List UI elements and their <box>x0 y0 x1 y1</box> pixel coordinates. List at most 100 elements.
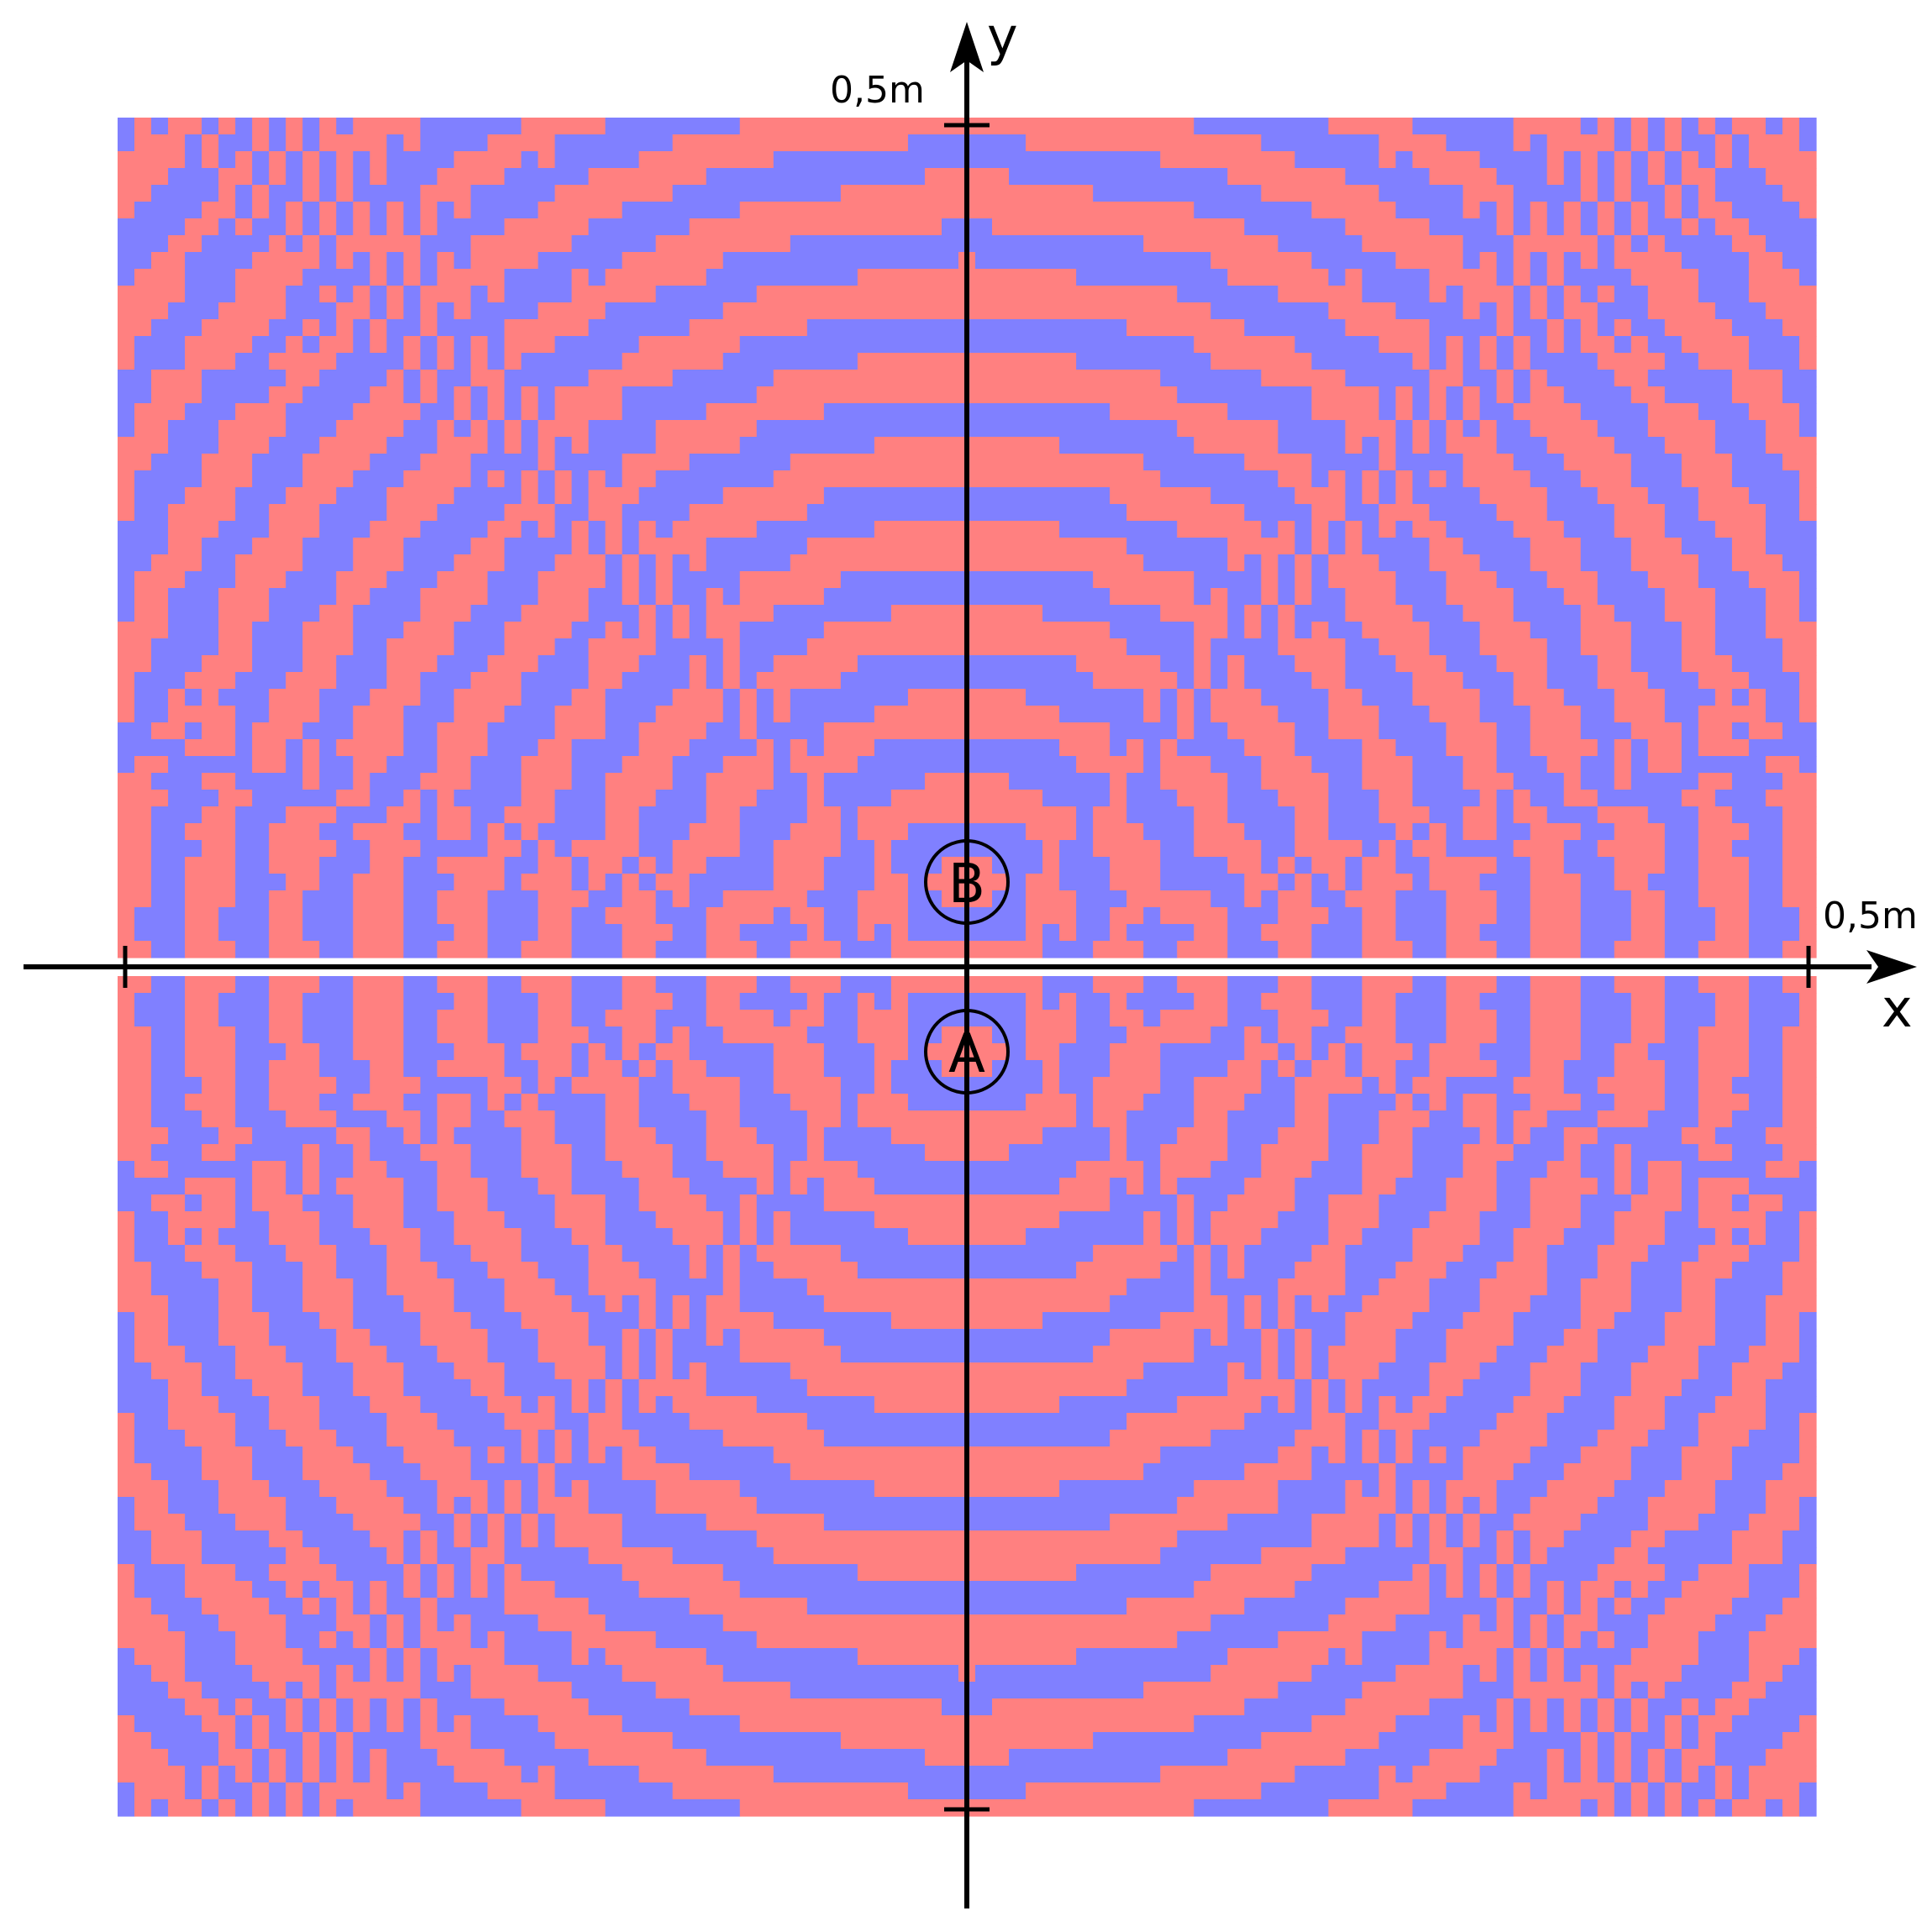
pattern-cell-run <box>1429 286 1447 303</box>
pattern-cell-run <box>1429 554 1481 572</box>
pattern-cell-run <box>554 151 640 169</box>
pattern-cell-run <box>1429 218 1498 236</box>
pattern-cell-run <box>1496 1026 1531 1044</box>
pattern-cell-run <box>319 1698 337 1716</box>
pattern-cell-run <box>403 823 438 841</box>
pattern-cell-run <box>874 1043 909 1061</box>
pattern-cell-run <box>773 689 791 706</box>
pattern-cell-run <box>1748 571 1800 589</box>
pattern-cell-run <box>1731 1077 1783 1095</box>
pattern-cell-run <box>1614 1766 1632 1783</box>
pattern-cell-run <box>722 1262 741 1279</box>
pattern-cell-run <box>1278 470 1313 488</box>
pattern-cell-run <box>1530 336 1548 354</box>
pattern-cell-run <box>1698 739 1750 757</box>
pattern-cell-run <box>353 1278 387 1296</box>
pattern-cell-run <box>1311 1379 1330 1397</box>
pattern-cell-run <box>1513 1530 1531 1548</box>
pattern-cell-run <box>1294 151 1380 169</box>
pattern-cell-run <box>302 1530 370 1548</box>
pattern-cell-run <box>1597 588 1666 606</box>
pattern-cell-run <box>151 722 186 740</box>
pattern-cell-run <box>790 689 909 706</box>
pattern-cell-run <box>118 1782 135 1800</box>
pattern-cell-run <box>907 1026 942 1044</box>
x-tick-label: 0,5m <box>1823 895 1918 937</box>
pattern-cell-run <box>638 1581 741 1599</box>
pattern-cell-run <box>1563 319 1582 337</box>
pattern-cell-run <box>588 1648 606 1666</box>
pattern-cell-run <box>235 1026 270 1044</box>
pattern-cell-run <box>1446 1514 1464 1531</box>
pattern-cell-run <box>336 1682 421 1699</box>
pattern-cell-run <box>1446 437 1498 454</box>
pattern-cell-run <box>1530 907 1582 925</box>
pattern-cell-run <box>1412 1161 1464 1179</box>
pattern-cell-run <box>1311 1026 1347 1044</box>
pattern-cell-run <box>1798 353 1817 370</box>
pattern-cell-run <box>1748 1782 1800 1800</box>
pattern-cell-run <box>319 773 354 790</box>
pattern-cell-run <box>1546 672 1599 690</box>
pattern-cell-run <box>1311 756 1363 774</box>
pattern-cell-run <box>1362 924 1397 942</box>
pattern-cell-run <box>1446 823 1464 841</box>
pattern-cell-run <box>739 1077 774 1095</box>
pattern-cell-run <box>1210 890 1245 908</box>
pattern-cell-run <box>1563 1648 1632 1666</box>
pattern-cell-run <box>1614 1043 1649 1061</box>
pattern-cell-run <box>269 151 286 169</box>
pattern-cell-run <box>605 521 623 538</box>
pattern-cell-run <box>622 538 640 555</box>
pattern-cell-run <box>487 1010 539 1027</box>
pattern-cell-run <box>1143 454 1245 471</box>
pattern-cell-run <box>1177 1211 1194 1229</box>
pattern-cell-run <box>403 1497 438 1515</box>
pattern-cell-run <box>655 605 674 622</box>
pattern-cell-run <box>1731 1715 1800 1733</box>
pattern-cell-run <box>1714 1799 1733 1817</box>
pattern-cell-run <box>118 1766 186 1783</box>
pattern-cell-run <box>403 1530 421 1548</box>
pattern-cell-run <box>1798 1715 1817 1733</box>
pattern-cell-run <box>1698 823 1750 841</box>
pattern-cell-run <box>504 1564 522 1582</box>
pattern-cell-run <box>1362 538 1431 555</box>
pattern-cell-run <box>454 638 506 656</box>
pattern-cell-run <box>1513 302 1531 320</box>
pattern-cell-run <box>487 286 506 303</box>
pattern-cell-run <box>1479 1295 1531 1313</box>
pattern-cell-run <box>1782 1194 1817 1212</box>
pattern-cell-run <box>1698 1648 1750 1666</box>
pattern-cell-run <box>1278 1026 1313 1044</box>
pattern-cell-run <box>286 202 303 219</box>
pattern-cell-run <box>504 1043 522 1061</box>
pattern-cell-run <box>1412 605 1464 622</box>
pattern-cell-run <box>118 1430 135 1447</box>
pattern-cell-run <box>252 1446 303 1464</box>
pattern-cell-run <box>1227 806 1295 824</box>
pattern-cell-run <box>571 1480 590 1498</box>
pattern-cell-run <box>1798 1010 1817 1027</box>
pattern-cell-run <box>722 1329 741 1347</box>
pattern-cell-run <box>1681 252 1750 270</box>
pattern-cell-run <box>521 976 573 994</box>
pattern-cell-run <box>1731 370 1783 387</box>
pattern-cell-run <box>386 336 404 354</box>
pattern-cell-run <box>504 218 590 236</box>
pattern-cell-run <box>1530 622 1582 639</box>
pattern-cell-run <box>1513 672 1548 690</box>
pattern-cell-run <box>1462 235 1515 253</box>
pattern-cell-run <box>118 1329 135 1347</box>
pattern-cell-run <box>1076 924 1110 942</box>
pattern-cell-run <box>554 1766 640 1783</box>
pattern-cell-run <box>992 218 1245 236</box>
pattern-cell-run <box>773 1228 791 1246</box>
pattern-cell-run <box>554 504 590 522</box>
pattern-cell-run <box>554 1446 573 1464</box>
pattern-cell-run <box>571 857 590 874</box>
pattern-cell-run <box>1244 504 1313 522</box>
pattern-cell-run <box>1429 504 1498 522</box>
pattern-cell-run <box>1311 538 1330 555</box>
pattern-cell-run <box>370 1581 387 1599</box>
